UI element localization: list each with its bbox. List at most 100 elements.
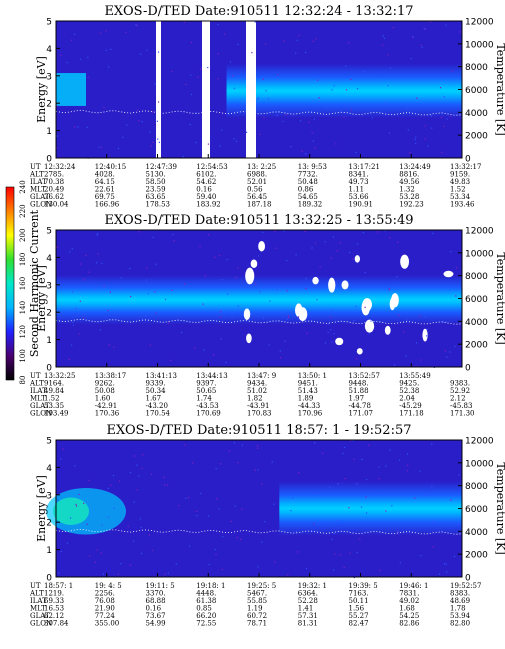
- noise-speck: [130, 295, 132, 298]
- temperature-trace: [55, 319, 463, 325]
- noise-speck: [239, 538, 242, 541]
- data-gap: [251, 21, 256, 158]
- table-cell: 9448.: [349, 380, 369, 388]
- noise-speck: [146, 49, 148, 51]
- noise-speck: [150, 145, 152, 147]
- noise-speck: [103, 285, 105, 287]
- noise-speck: [385, 510, 387, 512]
- dropout-spot: [400, 254, 410, 269]
- dropout-spot: [243, 308, 251, 320]
- table-cell: 9425.: [399, 380, 419, 388]
- y-tick-label: 3: [46, 281, 52, 291]
- noise-speck: [138, 475, 140, 477]
- noise-speck: [405, 355, 407, 357]
- noise-speck: [339, 554, 342, 556]
- noise-speck: [71, 344, 73, 346]
- noise-speck: [451, 70, 454, 72]
- noise-speck: [406, 319, 408, 321]
- dropout-spot: [246, 333, 252, 344]
- noise-speck: [135, 24, 137, 26]
- noise-speck: [326, 107, 328, 109]
- noise-speck: [439, 573, 441, 575]
- noise-speck: [343, 116, 345, 118]
- table-cell: 16.53: [44, 605, 64, 613]
- table-label-ilat: ILAT: [30, 597, 47, 605]
- noise-speck: [318, 97, 320, 99]
- table-cell: 81.31: [298, 620, 318, 628]
- noise-speck: [220, 316, 222, 318]
- noise-speck: [208, 563, 210, 566]
- hot-region: [46, 487, 126, 535]
- noise-speck: [164, 298, 167, 301]
- noise-speck: [423, 28, 425, 30]
- y-axis-label: Energy [eV]: [35, 56, 48, 123]
- noise-speck: [68, 358, 70, 361]
- table-cell: -43.91: [247, 402, 269, 410]
- noise-speck: [443, 563, 446, 565]
- table-cell: 8816.: [399, 171, 419, 179]
- noise-speck: [254, 469, 256, 471]
- noise-speck: [175, 563, 177, 565]
- noise-speck: [432, 520, 434, 522]
- y-right-axis-label: Temperature [K]: [494, 43, 505, 135]
- table-cell: 18:57: 1: [44, 582, 73, 590]
- noise-speck: [350, 109, 353, 111]
- noise-speck: [262, 231, 264, 233]
- noise-speck: [58, 572, 60, 574]
- noise-speck: [287, 574, 289, 576]
- noise-speck: [149, 131, 151, 133]
- table-cell: 55.27: [349, 612, 369, 620]
- noise-speck: [316, 299, 318, 301]
- noise-speck: [167, 322, 169, 324]
- noise-speck: [57, 499, 59, 501]
- noise-speck: [393, 364, 396, 366]
- table-cell: 50.08: [95, 387, 115, 395]
- table-cell: 171.30: [450, 410, 475, 418]
- noise-speck: [427, 145, 429, 147]
- noise-speck: [406, 453, 409, 455]
- y-tick-label: 0: [46, 364, 52, 374]
- noise-speck: [324, 342, 327, 344]
- noise-speck: [335, 143, 337, 145]
- y-right-tick-label: 12000: [465, 437, 494, 447]
- noise-speck: [60, 550, 62, 553]
- noise-speck: [333, 533, 335, 535]
- y-right-tick-label: 10000: [465, 249, 494, 259]
- dropout-spot: [354, 255, 360, 263]
- noise-speck: [344, 478, 346, 480]
- noise-speck: [450, 499, 452, 501]
- dropout-spot: [328, 277, 336, 293]
- noise-speck: [441, 151, 443, 154]
- table-cell: 82.80: [450, 620, 470, 628]
- table-label-ilat: ILAT: [30, 178, 47, 186]
- noise-speck: [204, 274, 207, 276]
- dropout-spot: [364, 319, 375, 333]
- noise-speck: [136, 489, 138, 491]
- noise-speck: [327, 323, 329, 325]
- table-cell: 53.35: [44, 402, 64, 410]
- y-tick-label: 4: [46, 45, 52, 55]
- table-cell: 2.04: [399, 395, 415, 403]
- table-label-alt: ALT: [29, 380, 44, 388]
- noise-speck: [285, 114, 287, 116]
- noise-speck: [155, 263, 157, 265]
- table-cell: 13: 9:53: [298, 163, 327, 171]
- noise-speck: [316, 79, 319, 81]
- noise-speck: [353, 458, 355, 460]
- noise-speck: [454, 345, 456, 348]
- noise-speck: [276, 289, 278, 291]
- noise-speck: [86, 523, 88, 525]
- table-cell: 307.84: [44, 620, 69, 628]
- table-cell: 13:32:17: [450, 163, 481, 171]
- noise-speck: [117, 147, 120, 149]
- noise-speck: [259, 291, 261, 293]
- noise-speck: [387, 54, 389, 56]
- noise-speck: [94, 561, 96, 563]
- noise-speck: [136, 464, 138, 466]
- noise-speck: [377, 231, 379, 233]
- noise-speck: [296, 39, 298, 42]
- dropout-spot: [258, 240, 266, 252]
- colorbar-tick-label: 240: [19, 180, 27, 193]
- table-cell: 7732.: [298, 171, 318, 179]
- noise-speck: [66, 542, 69, 544]
